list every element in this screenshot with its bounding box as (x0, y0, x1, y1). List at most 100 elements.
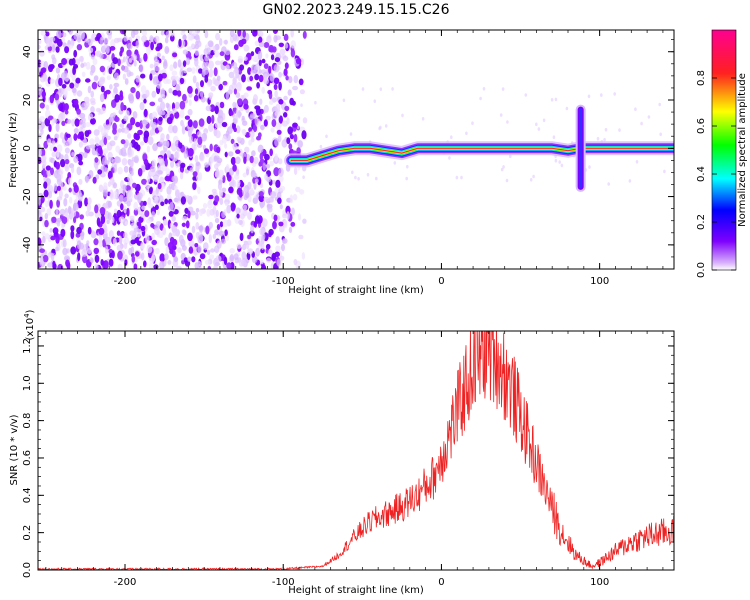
noise-blob (274, 90, 278, 98)
noise-blob (164, 158, 168, 167)
noise-blob (229, 254, 235, 262)
noise-blob (129, 167, 134, 174)
noise-blob (259, 152, 264, 161)
noise-blob (204, 259, 211, 265)
faint-dot (471, 121, 474, 125)
noise-blob (238, 260, 245, 267)
noise-blob (228, 186, 234, 194)
noise-blob (80, 55, 84, 63)
colorbar-gradient (712, 30, 736, 270)
noise-blob (250, 187, 254, 195)
noise-blob (239, 181, 245, 188)
noise-blob (143, 98, 147, 104)
noise-blob (54, 93, 60, 101)
noise-blob (248, 207, 254, 212)
noise-blob (231, 61, 238, 69)
noise-blob (50, 252, 55, 261)
noise-blob (194, 49, 199, 56)
noise-blob (297, 140, 304, 148)
noise-blob (73, 155, 79, 163)
noise-blob (273, 214, 278, 222)
noise-blob (210, 85, 216, 92)
noise-blob (216, 157, 223, 164)
noise-blob (199, 253, 206, 260)
noise-blob (146, 245, 153, 254)
noise-blob (115, 156, 122, 164)
noise-blob (166, 150, 172, 159)
noise-blob (218, 169, 224, 179)
noise-blob (100, 107, 107, 114)
noise-blob (160, 201, 165, 207)
noise-blob (224, 229, 228, 237)
noise-blob (210, 248, 215, 253)
faint-dot (529, 178, 533, 182)
noise-blob (187, 256, 192, 262)
noise-blob (298, 78, 304, 86)
noise-blob (197, 245, 202, 254)
noise-blob (78, 242, 84, 250)
noise-blob (301, 252, 306, 260)
noise-blob (192, 30, 197, 37)
noise-blob (201, 67, 206, 77)
noise-blob (74, 118, 80, 127)
noise-blob (85, 144, 92, 150)
noise-blob (290, 30, 294, 38)
noise-blob (123, 238, 127, 244)
noise-blob (208, 221, 213, 229)
noise-blob (273, 167, 280, 177)
noise-blob (208, 60, 215, 69)
noise-blob (73, 184, 79, 193)
noise-blob (231, 81, 237, 90)
noise-blob (138, 64, 144, 73)
noise-blob (255, 107, 261, 116)
noise-blob (64, 46, 70, 54)
noise-blob (177, 247, 182, 254)
noise-blob (225, 235, 230, 241)
noise-blob (128, 93, 134, 102)
faint-dot (635, 160, 639, 164)
noise-blob (100, 259, 104, 266)
noise-blob (153, 75, 159, 84)
noise-blob (158, 195, 164, 204)
noise-blob (118, 216, 125, 223)
noise-blob (287, 126, 294, 135)
noise-blob (39, 102, 45, 109)
faint-dot (354, 175, 357, 180)
noise-blob (274, 57, 281, 63)
noise-blob (112, 57, 119, 65)
noise-blob (209, 104, 216, 112)
noise-blob (237, 30, 242, 37)
noise-blob (114, 116, 120, 123)
noise-blob (284, 62, 289, 69)
noise-blob (214, 217, 220, 224)
noise-blob (47, 262, 53, 268)
noise-blob (94, 157, 99, 163)
noise-blob (264, 153, 270, 161)
snr-xtick-label: -100 (272, 577, 295, 588)
faint-dot (357, 177, 360, 181)
noise-blob (71, 152, 75, 157)
noise-blob (276, 122, 281, 132)
noise-blob (298, 234, 304, 240)
noise-blob (283, 95, 288, 101)
faint-dot (384, 124, 388, 128)
noise-blob (116, 230, 121, 236)
noise-blob (241, 115, 245, 121)
faint-dot (658, 102, 661, 107)
noise-blob (268, 228, 274, 236)
noise-blob (150, 41, 155, 51)
snr-xtick-label: 0 (438, 577, 444, 588)
noise-blob (200, 96, 206, 103)
noise-blob (208, 194, 214, 200)
noise-blob (123, 165, 129, 173)
noise-blob (99, 65, 106, 73)
noise-blob (274, 153, 279, 163)
noise-blob (204, 162, 209, 168)
noise-blob (272, 179, 276, 185)
noise-blob (273, 64, 280, 73)
noise-blob (164, 198, 169, 205)
noise-blob (172, 157, 177, 162)
noise-blob (155, 221, 162, 226)
noise-blob (185, 57, 191, 66)
